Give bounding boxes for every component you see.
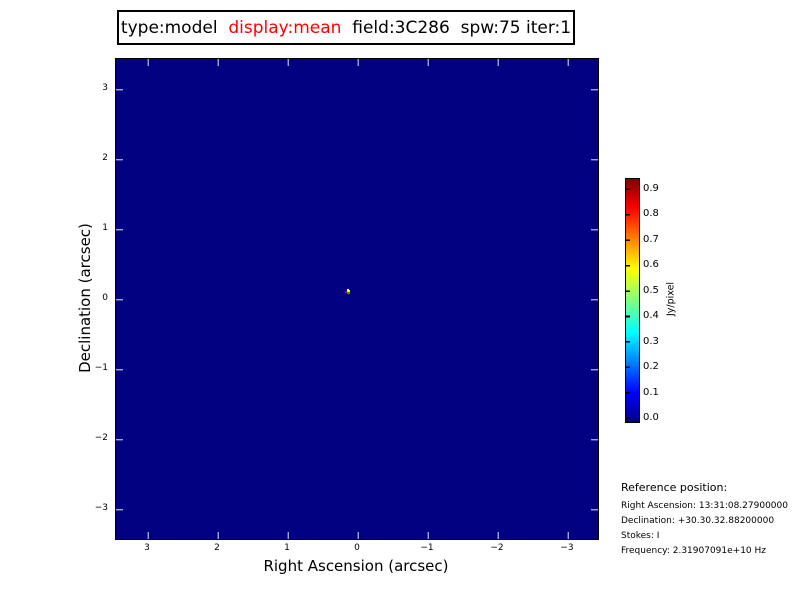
colorbar-tick-label: 0.4 (643, 310, 659, 321)
title-box: type:model display:mean field:3C286 spw:… (117, 10, 575, 45)
y-axis-ticks-left (116, 59, 123, 539)
colorbar-tick-label: 0.1 (643, 387, 659, 398)
colorbar-tick-label: 0.3 (643, 336, 659, 347)
reference-stokes: Stokes: I (621, 531, 660, 541)
image-canvas (115, 58, 599, 540)
x-axis-title: Right Ascension (arcsec) (263, 557, 449, 575)
x-axis-ticks-top (116, 59, 598, 66)
colorbar-tick-label: 0.8 (643, 208, 659, 219)
x-tick-label: −3 (560, 543, 574, 553)
y-axis-ticks-right (591, 59, 598, 539)
point-source-pixel-red (345, 291, 347, 293)
colorbar (625, 178, 640, 423)
reference-frequency: Frequency: 2.31907091e+10 Hz (621, 546, 767, 556)
x-tick-label: 3 (144, 543, 150, 553)
colorbar-tick-label: 0.6 (643, 259, 659, 270)
x-tick-label: −1 (420, 543, 434, 553)
y-tick-label: 2 (102, 153, 108, 163)
x-tick-label: −2 (490, 543, 504, 553)
colorbar-tick-label: 0.0 (643, 412, 659, 423)
x-tick-label: 1 (284, 543, 290, 553)
colorbar-tick-label: 0.5 (643, 285, 659, 296)
reference-position-block: Reference position: Right Ascension: 13:… (621, 481, 797, 561)
reference-ra: Right Ascension: 13:31:08.27900000 (621, 501, 788, 511)
y-tick-label: 1 (102, 223, 108, 233)
y-tick-label: −2 (94, 433, 108, 443)
colorbar-tick-label: 0.9 (643, 183, 659, 194)
title-segment-display: display:mean (228, 17, 342, 38)
point-source-pixel-green (347, 292, 350, 294)
reference-heading: Reference position: (621, 481, 728, 494)
y-tick-label: −3 (94, 503, 108, 513)
point-source-pixel-yellow (347, 290, 350, 292)
y-tick-label: 3 (102, 83, 108, 93)
reference-dec: Declination: +30.30.32.88200000 (621, 516, 775, 526)
x-axis-ticks-bottom (116, 532, 598, 539)
y-tick-label: −1 (94, 363, 108, 373)
title-segment-field-spw-iter: field:3C286 spw:75 iter:1 (341, 17, 572, 38)
x-tick-label: 2 (214, 543, 220, 553)
x-tick-label: 0 (354, 543, 360, 553)
y-axis-title: Declination (arcsec) (76, 223, 94, 373)
colorbar-tick-label: 0.7 (643, 234, 659, 245)
colorbar-tick-label: 0.2 (643, 361, 659, 372)
title-segment-type: type:model (120, 17, 229, 38)
y-tick-label: 0 (102, 293, 108, 303)
colorbar-unit-label: Jy/pixel (665, 281, 677, 317)
colorbar-tickmarks (626, 179, 630, 422)
point-source-pixel-white (347, 289, 349, 290)
